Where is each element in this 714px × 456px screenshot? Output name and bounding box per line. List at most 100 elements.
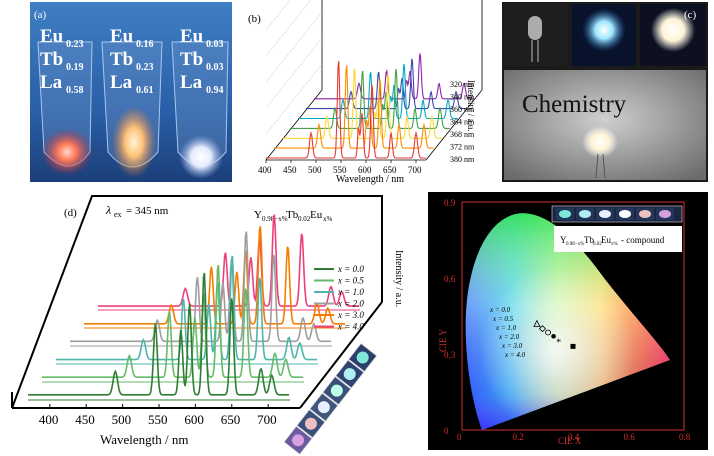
panel-d-zlabel: Intensity / a.u. xyxy=(393,250,404,307)
svg-text:Tb: Tb xyxy=(584,235,594,245)
glow-red xyxy=(41,128,93,176)
svg-text:0.98−x%: 0.98−x% xyxy=(566,242,584,247)
sample-photo-strip xyxy=(283,342,378,455)
panel-b-series-line xyxy=(266,60,426,159)
tube-element-symbol: Eu xyxy=(110,26,134,47)
panel-d-xtick: 650 xyxy=(221,412,241,427)
lambda-symbol: λ xyxy=(105,203,111,217)
panel-d-frame-side xyxy=(299,301,383,409)
tube-element-fraction: 0.94 xyxy=(206,85,224,96)
panel-e-point-label: x = 0.0 xyxy=(489,306,511,314)
glow-white xyxy=(179,135,223,179)
panel-b-series-label: 340 nm xyxy=(450,93,475,102)
panel-d-series-line xyxy=(56,255,318,361)
panel-e-legend: Y 0.98−x% Tb 0.02 Eu x% - compound xyxy=(551,205,683,252)
svg-text:x%: x% xyxy=(611,242,618,247)
led-blue-glow xyxy=(582,8,626,52)
panel-e-point-label: x = 3.0 xyxy=(501,342,523,350)
lambda-sub: ex xyxy=(114,210,122,219)
panel-d-legend-label: x = 0.5 xyxy=(337,276,364,286)
panel-c-label: (c) xyxy=(684,9,697,21)
tube-element-symbol: Eu xyxy=(180,26,204,47)
panel-b-series-label: 372 nm xyxy=(450,143,475,152)
tube-element-symbol: Tb xyxy=(180,49,203,70)
panel-e-point-label: x = 1.0 xyxy=(495,324,517,332)
panel-e-ylabel: CIE Y xyxy=(438,329,448,352)
panel-d-legend-label: x = 4.0 xyxy=(337,322,364,332)
panel-b-series-label: 320 nm xyxy=(450,80,475,89)
panel-d-series-line xyxy=(28,272,290,396)
glow-orange xyxy=(112,106,156,178)
panel-a-photo: (a) Eu 0.23 Tb 0.19 La 0.58 Eu 0.16 Tb 0.23 La 0.61… xyxy=(30,2,232,182)
svg-text:Y: Y xyxy=(254,209,262,221)
panel-b-series-line xyxy=(274,65,434,149)
panel-b-xtick: 450 xyxy=(283,165,297,175)
svg-text:0.02: 0.02 xyxy=(593,242,602,247)
panel-b-series-label: 380 nm xyxy=(450,155,475,164)
panel-e-point-label: x = 2.0 xyxy=(498,333,520,341)
panel-e-cie: (e) 0.9 0.6 0.3 0 0 0.2 0.4 0.6 0.8 Y 0.98−x% Tb… xyxy=(428,192,708,450)
svg-text:Tb: Tb xyxy=(286,209,299,221)
panel-c-svg: Chemistry (c) xyxy=(504,4,706,180)
panel-b-series-line xyxy=(306,58,466,110)
tube-element-fraction: 0.16 xyxy=(136,39,154,50)
panel-d-legend-label: x = 3.0 xyxy=(337,310,364,320)
cie-point xyxy=(570,343,576,349)
cie-point xyxy=(538,325,547,333)
panel-d-xtick: 400 xyxy=(39,412,59,427)
panel-d-chart: (d) λ ex = 345 nm Y 0.98−x% Tb 0.02 Eu x… xyxy=(0,190,420,456)
tube-element-fraction: 0.19 xyxy=(66,62,84,73)
led-on-paper xyxy=(582,126,618,158)
panel-e-ytick: 0 xyxy=(444,426,449,436)
tube-element-fraction: 0.61 xyxy=(136,85,154,96)
cie-point: * xyxy=(556,337,561,348)
panel-d-svg: (d) λ ex = 345 nm Y 0.98−x% Tb 0.02 Eu x… xyxy=(11,195,404,455)
tube-element-symbol: Tb xyxy=(40,49,63,70)
panel-d-series-line xyxy=(70,231,332,343)
panel-b-xlabel: Wavelength / nm xyxy=(336,174,404,185)
cie-point xyxy=(533,319,541,328)
panel-e-ytick: 0.3 xyxy=(444,350,456,360)
tube-element-symbol: Eu xyxy=(40,26,64,47)
led-white-glow xyxy=(651,8,695,52)
panel-d-xtick: 550 xyxy=(148,412,168,427)
panel-b-xtick: 550 xyxy=(333,165,347,175)
panel-e-xtick: 0.6 xyxy=(624,432,636,442)
panel-b-series-line xyxy=(314,53,474,100)
svg-text:Eu: Eu xyxy=(601,235,611,245)
panel-d-xtick: 500 xyxy=(112,412,132,427)
tube-element-fraction: 0.23 xyxy=(136,62,154,73)
panel-c-photo: Chemistry (c) xyxy=(502,2,708,182)
panel-a-label: (a) xyxy=(34,9,47,21)
panel-e-xtick: 0.4 xyxy=(568,432,580,442)
tube-element-symbol: La xyxy=(180,72,203,93)
panel-d-xtick: 450 xyxy=(75,412,95,427)
led-off-bulb xyxy=(528,16,542,40)
panel-e-ytick: 0.9 xyxy=(444,198,456,208)
panel-e-ytick: 0.6 xyxy=(444,274,456,284)
panel-b-xtick: 700 xyxy=(408,165,422,175)
panel-e-xtick: 0.2 xyxy=(513,432,524,442)
panel-d-xlabel: Wavelength / nm xyxy=(100,432,189,447)
chemistry-text: Chemistry xyxy=(522,91,627,118)
panel-e-svg: (e) 0.9 0.6 0.3 00 0.2 0.4 0.6 0.8 Y 0.98−x% Tb… xyxy=(436,195,691,446)
paper-photo xyxy=(504,70,706,180)
tube-element-fraction: 0.58 xyxy=(66,85,84,96)
panel-e-xlabel: CIE X xyxy=(558,436,582,446)
svg-text:x%: x% xyxy=(323,215,333,223)
panel-d-frame-back xyxy=(11,195,383,409)
cie-point xyxy=(545,329,551,336)
panel-b-series-label: 360 nm xyxy=(450,105,475,114)
panel-b-xtick: 500 xyxy=(308,165,322,175)
tube-element-symbol: Tb xyxy=(110,49,133,70)
panel-e-label: (e) xyxy=(436,195,449,207)
svg-text:Y: Y xyxy=(560,235,567,245)
tube-element-fraction: 0.23 xyxy=(66,39,84,50)
panel-b-xtick: 650 xyxy=(383,165,397,175)
panel-e-xtick: 0 xyxy=(457,432,462,442)
panel-d-formula: Y 0.98−x% Tb 0.02 Eu x% xyxy=(254,209,333,223)
panel-d-xtick: 700 xyxy=(257,412,277,427)
panel-d-xtick: 600 xyxy=(184,412,204,427)
panel-e-axes-frame xyxy=(461,201,685,431)
